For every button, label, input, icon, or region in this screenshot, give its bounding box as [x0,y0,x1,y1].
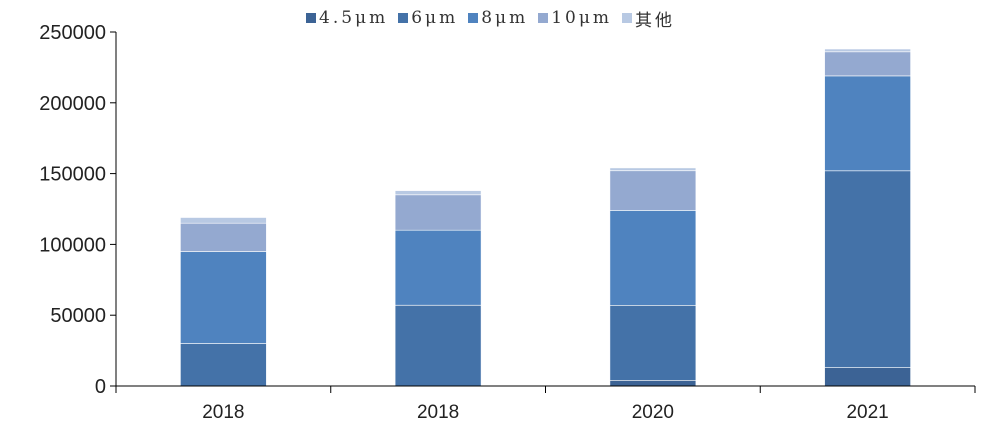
legend-label-other: 其他 [635,10,675,31]
legend-swatch-6um [398,13,409,23]
bar-segment-1-2 [180,343,267,387]
legend-item-other: 其他 [622,6,675,31]
bar-segment-4-1 [824,367,911,387]
y-tick-label: 50000 [50,305,106,327]
bar-segment-4-4 [824,51,911,77]
bar-segment-2-4 [394,194,482,231]
y-tick-label: 100000 [39,234,106,256]
bars-group [180,48,911,387]
chart-legend: 4.5μm 6μm 8μm 10μm 其他 [0,6,981,31]
legend-item-10um: 10μm [538,8,612,28]
bar-segment-3-3 [609,210,697,306]
bar-segment-2-3 [394,229,482,306]
y-tick-label: 0 [95,376,106,398]
y-tick-label: 250000 [39,22,106,44]
bar-segment-3-4 [609,170,697,211]
y-tick-label: 150000 [39,164,106,186]
bar-segment-1-3 [180,251,267,344]
legend-label-4-5um: 4.5μm [319,8,389,28]
x-tick-label: 2018 [202,402,244,423]
bar-segment-1-5 [180,217,267,224]
legend-label-8um: 8μm [481,8,529,28]
x-tick-label: 2018 [417,402,459,423]
legend-item-6um: 6μm [398,8,458,28]
legend-item-4-5um: 4.5μm [306,8,388,28]
bar-segment-2-5 [394,190,482,196]
x-tick-label: 2021 [846,402,888,423]
y-tick-label: 200000 [39,93,106,115]
bar-segment-3-1 [609,379,697,387]
legend-swatch-4-5um [306,13,316,23]
bar-segment-4-3 [824,75,911,172]
x-tick-label: 2020 [632,402,674,423]
legend-swatch-8um [468,13,479,23]
bar-segment-3-5 [609,167,697,171]
legend-label-6um: 6μm [411,8,459,28]
bar-segment-1-4 [180,222,267,252]
legend-swatch-10um [538,13,549,23]
bar-segment-2-2 [394,304,482,387]
bar-segment-3-2 [609,304,697,381]
legend-label-10um: 10μm [551,8,612,28]
bar-segment-4-5 [824,48,911,53]
legend-item-8um: 8μm [468,8,528,28]
ticks-group: 0 50000 100000 150000 200000 250000 2018 2018 20… [39,22,976,423]
legend-swatch-other [622,13,632,23]
bar-segment-4-2 [824,170,911,368]
